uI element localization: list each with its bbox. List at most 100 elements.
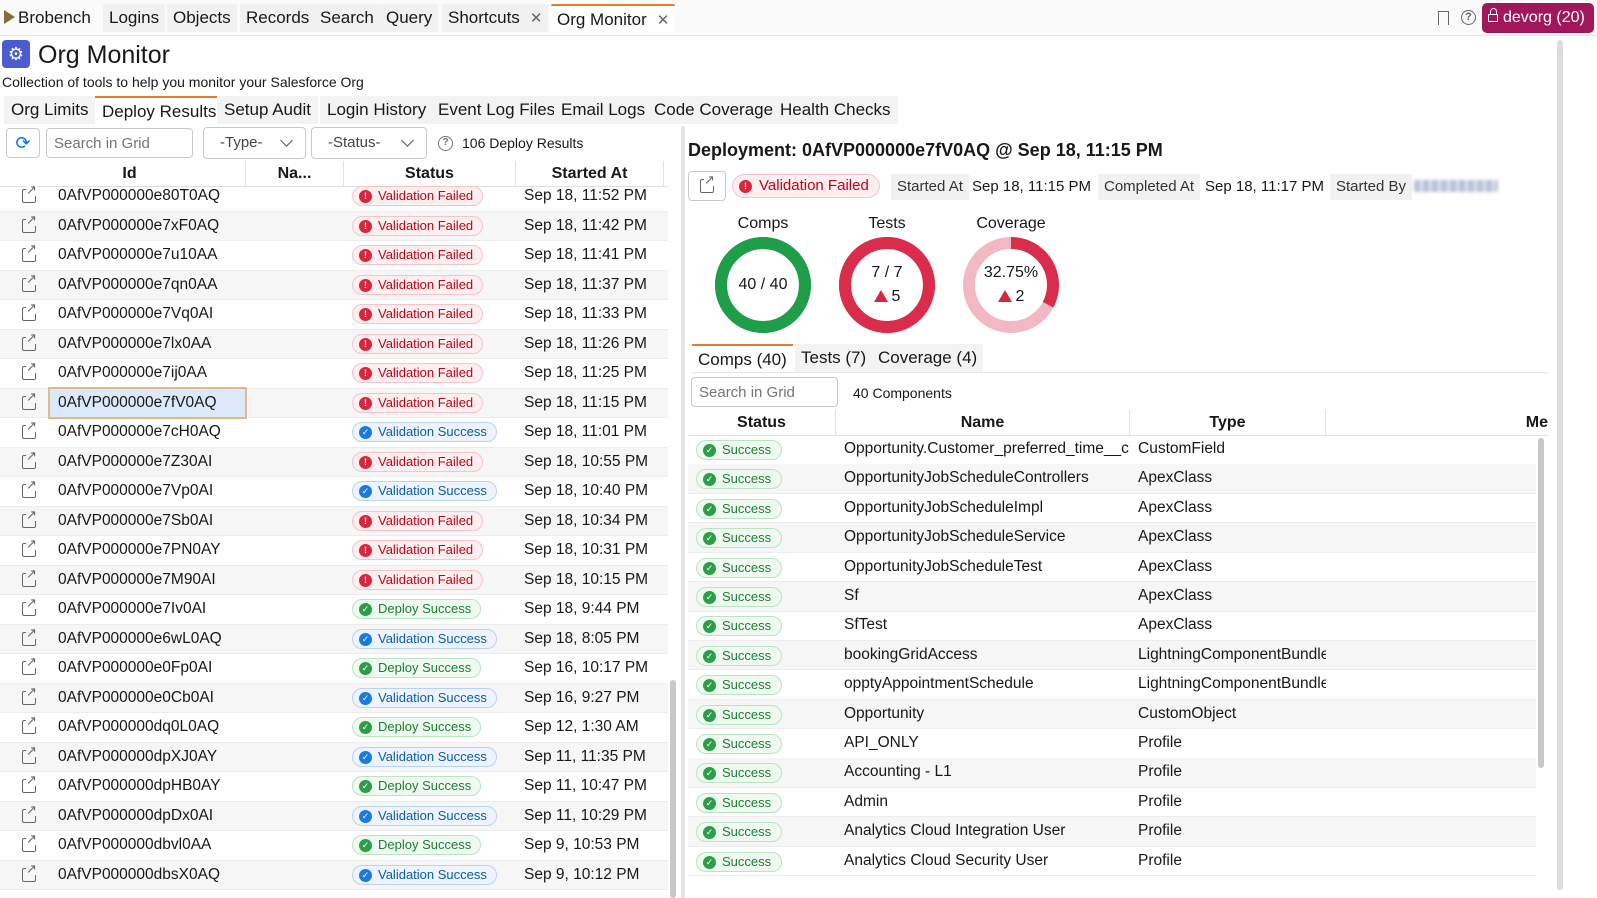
pane-divider[interactable] <box>681 126 685 898</box>
table-row[interactable]: ✓ Success Analytics Cloud Integration User… <box>688 817 1536 847</box>
close-icon[interactable]: ✕ <box>656 12 670 29</box>
table-row[interactable]: ✓ Success OpportunityJobScheduleTest ApexCl… <box>688 553 1536 583</box>
deploy-id-cell[interactable]: 0AfVP000000dbvl0AA <box>58 836 212 853</box>
external-link-icon[interactable] <box>22 478 37 498</box>
deploy-id-cell[interactable]: 0AfVP000000dpHB0AY <box>58 777 221 794</box>
table-row[interactable]: 0AfVP000000dq0L0AQ ✓ Deploy Success Sep 12,… <box>0 713 668 743</box>
table-row[interactable]: ✓ Success Opportunity CustomObject <box>688 699 1536 730</box>
external-link-icon[interactable] <box>22 242 37 262</box>
table-row[interactable]: ✓ Success bookingGridAccess LightningCompon… <box>688 640 1536 671</box>
nav-tab-query[interactable]: Query <box>380 4 439 32</box>
nav-tab-logins[interactable]: Logins <box>103 4 166 32</box>
deploy-id-cell[interactable]: 0AfVP000000e7u10AA <box>58 246 218 263</box>
external-link-icon[interactable] <box>22 596 37 616</box>
table-row[interactable]: ✓ Success Admin Profile <box>688 788 1536 818</box>
tab-login-history[interactable]: Login History <box>320 96 434 124</box>
deploy-id-cell[interactable]: 0AfVP000000e7fV0AQ <box>48 386 247 419</box>
deploy-id-cell[interactable]: 0AfVP000000e7PN0AY <box>58 541 221 558</box>
deploy-id-cell[interactable]: 0AfVP000000e7Iv0AI <box>58 600 207 617</box>
external-link-icon[interactable] <box>22 212 37 233</box>
table-row[interactable]: 0AfVP000000dbsX0AQ ✓ Validation Success Sep… <box>0 860 668 890</box>
table-row[interactable]: ✓ Success OpportunityJobScheduleImpl ApexCl… <box>688 494 1536 524</box>
external-link-icon[interactable] <box>22 684 37 705</box>
column-header-status[interactable]: Status <box>344 161 516 187</box>
column-header-metadata[interactable]: Me <box>1525 414 1548 431</box>
table-row[interactable]: 0AfVP000000e7Vq0AI! Validation Failed Sep … <box>0 300 668 330</box>
deploy-id-cell[interactable]: 0AfVP000000dpDx0AI <box>58 806 214 824</box>
type-filter-select[interactable]: -Type- <box>203 127 306 159</box>
tab-coverage[interactable]: Coverage (4) <box>872 344 984 372</box>
deploy-id-cell[interactable]: 0AfVP000000e7lx0AA <box>58 334 212 352</box>
tab-email-logs[interactable]: Email Logs <box>554 96 653 124</box>
external-link-icon[interactable] <box>22 802 37 823</box>
external-link-icon[interactable] <box>22 330 37 351</box>
table-row[interactable]: 0AfVP000000e7cH0AQ ✓ Validation Success Sep… <box>0 418 668 448</box>
table-row[interactable]: 0AfVP000000e7fV0AQ! Validation Failed Sep … <box>0 386 668 419</box>
nav-tab-shortcuts[interactable]: Shortcuts ✕ <box>442 4 549 32</box>
external-link-icon[interactable] <box>22 625 37 646</box>
nav-tab-org-monitor[interactable]: Org Monitor ✕ <box>551 4 676 32</box>
column-header-id[interactable]: Id <box>14 161 246 187</box>
table-row[interactable]: 0AfVP000000dpDx0AI ✓ Validation Success Sep… <box>0 801 668 831</box>
brand[interactable]: Brobench <box>4 4 91 32</box>
tab-setup-audit[interactable]: Setup Audit <box>217 96 318 124</box>
nav-tab-search[interactable]: Search <box>314 4 380 32</box>
tab-event-log-files[interactable]: Event Log Files <box>431 96 563 124</box>
deploy-id-cell[interactable]: 0AfVP000000e7Z30AI <box>58 452 213 470</box>
table-row[interactable]: 0AfVP000000e7Z30AI! Validation Failed Sep … <box>0 447 668 477</box>
table-row[interactable]: 0AfVP000000e7xF0AQ! Validation Failed Sep … <box>0 211 668 241</box>
table-row[interactable]: 0AfVP000000e7PN0AY! Validation Failed Sep … <box>0 536 668 566</box>
table-row[interactable]: ✓ Success API_ONLY Profile <box>688 729 1536 759</box>
table-row[interactable]: ✓ Success SfTest ApexClass <box>688 611 1536 641</box>
table-row[interactable]: 0AfVP000000e7Sb0AI! Validation Failed Sep … <box>0 506 668 536</box>
nav-tab-objects[interactable]: Objects <box>167 4 237 32</box>
page-scrollbar[interactable] <box>1557 40 1563 890</box>
deploy-id-cell[interactable]: 0AfVP000000e0Fp0AI <box>58 659 213 676</box>
deploy-id-cell[interactable]: 0AfVP000000dq0L0AQ <box>58 718 220 735</box>
external-link-icon[interactable] <box>22 743 37 764</box>
table-row[interactable]: 0AfVP000000e7Vp0AI ✓ Validation Success Sep… <box>0 477 668 507</box>
tab-code-coverage[interactable]: Code Coverage <box>647 96 781 124</box>
external-link-icon[interactable] <box>22 773 37 793</box>
bookmark-icon[interactable] <box>1438 11 1449 25</box>
tab-comps[interactable]: Comps (40) <box>692 344 793 372</box>
components-grid-scrollbar[interactable] <box>1538 438 1544 768</box>
deploy-id-cell[interactable]: 0AfVP000000e0Cb0AI <box>58 688 214 706</box>
column-header-type[interactable]: Type <box>1130 410 1326 436</box>
deploy-id-cell[interactable]: 0AfVP000000e7Vq0AI <box>58 305 214 322</box>
tab-org-limits[interactable]: Org Limits <box>4 96 96 124</box>
table-row[interactable]: ✓ Success Accounting - L1 Profile <box>688 758 1536 788</box>
table-row[interactable]: ✓ Success Opportunity.Customer_preferred_t… <box>688 435 1536 465</box>
deploy-id-cell[interactable]: 0AfVP000000e80T0AQ <box>58 187 221 204</box>
table-row[interactable]: 0AfVP000000e7qn0AA! Validation Failed Sep … <box>0 270 668 300</box>
deploy-id-cell[interactable]: 0AfVP000000dpXJ0AY <box>58 747 218 765</box>
table-row[interactable]: 0AfVP000000dbvl0AA ✓ Deploy Success Sep 9, … <box>0 831 668 861</box>
table-row[interactable]: 0AfVP000000e7u10AA! Validation Failed Sep … <box>0 241 668 271</box>
table-row[interactable]: ✓ Success opptyAppointmentSchedule Lightnin… <box>688 670 1536 700</box>
external-link-icon[interactable] <box>22 861 37 882</box>
components-search-input[interactable] <box>691 377 838 407</box>
table-row[interactable]: 0AfVP000000e7ij0AA! Validation Failed Sep … <box>0 359 668 389</box>
external-link-icon[interactable] <box>22 419 37 439</box>
deploy-grid-scrollbar[interactable] <box>670 680 676 898</box>
table-row[interactable]: 0AfVP000000e7lx0AA! Validation Failed Sep … <box>0 329 668 359</box>
external-link-icon[interactable] <box>22 448 37 469</box>
table-row[interactable]: 0AfVP000000e0Fp0AI ✓ Deploy Success Sep 16,… <box>0 654 668 684</box>
table-row[interactable]: 0AfVP000000e6wL0AQ ✓ Validation Success Sep… <box>0 624 668 654</box>
table-row[interactable]: 0AfVP000000dpHB0AY ✓ Deploy Success Sep 11,… <box>0 772 668 802</box>
tab-deploy-results[interactable]: Deploy Results <box>95 96 224 124</box>
external-link-icon[interactable] <box>22 537 37 557</box>
nav-tab-records[interactable]: Records <box>240 4 316 32</box>
column-header-started-at[interactable]: Started At <box>516 161 664 187</box>
deploy-id-cell[interactable]: 0AfVP000000e7qn0AA <box>58 275 218 293</box>
org-button[interactable]: devorg (20) <box>1482 3 1594 33</box>
deploy-id-cell[interactable]: 0AfVP000000e7xF0AQ <box>58 216 220 234</box>
table-row[interactable]: ✓ Success Analytics Cloud Security User Pro… <box>688 847 1536 877</box>
external-link-icon[interactable] <box>22 301 37 321</box>
external-link-icon[interactable] <box>22 714 37 734</box>
deploy-id-cell[interactable]: 0AfVP000000e7Sb0AI <box>58 511 214 529</box>
external-link-icon[interactable] <box>22 566 37 587</box>
open-deployment-button[interactable] <box>688 171 726 201</box>
external-link-icon[interactable] <box>22 832 37 852</box>
external-link-icon[interactable] <box>22 507 37 528</box>
